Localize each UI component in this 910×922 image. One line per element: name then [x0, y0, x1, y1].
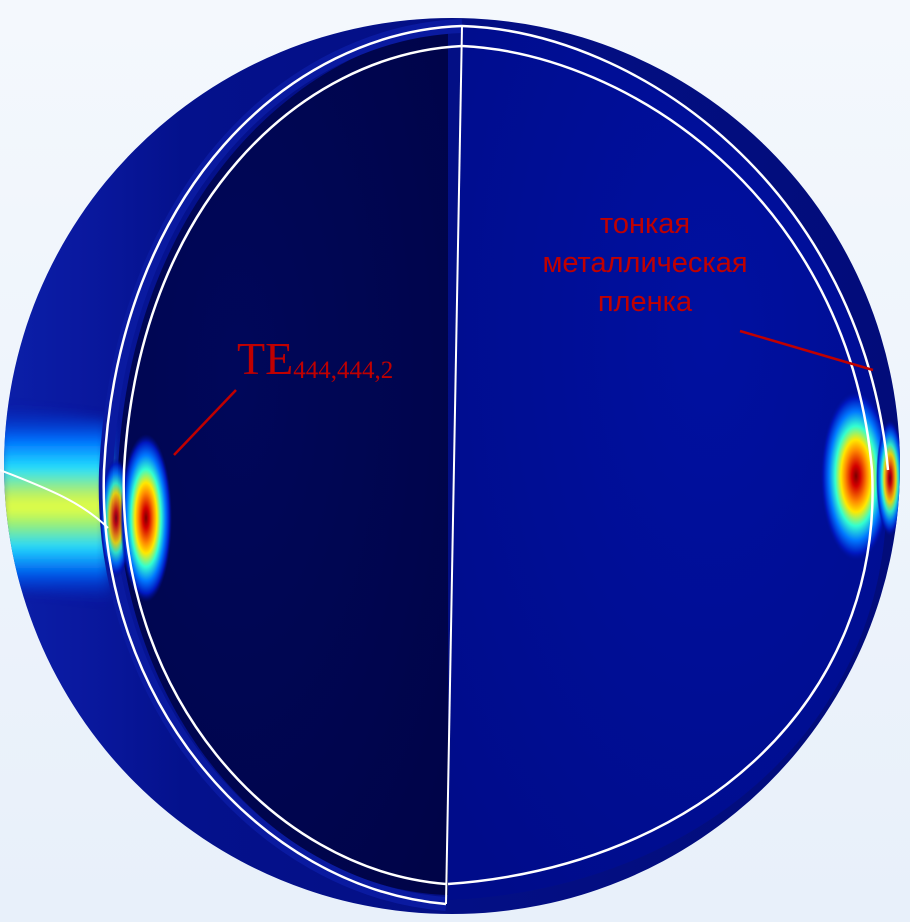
metal-film-label-line-3: пленка	[597, 286, 693, 318]
metal-film-label-line-2: металлическая	[542, 247, 748, 279]
leader-line-mode	[173, 389, 237, 456]
mode-label-subscript: 444,444,2	[293, 357, 394, 384]
mode-spot-right	[820, 390, 900, 562]
cut-face-left	[117, 28, 463, 895]
cut-face-right	[448, 26, 887, 900]
metal-film-label: тонкая металлическая пленка	[500, 205, 790, 322]
mode-label: TE444,444,2	[237, 332, 393, 385]
metal-film-label-line-1: тонкая	[599, 208, 691, 240]
field-band-left	[4, 405, 112, 602]
edge-outlines	[0, 24, 890, 906]
leader-line-film	[739, 329, 874, 372]
mode-label-main: TE	[237, 333, 294, 384]
